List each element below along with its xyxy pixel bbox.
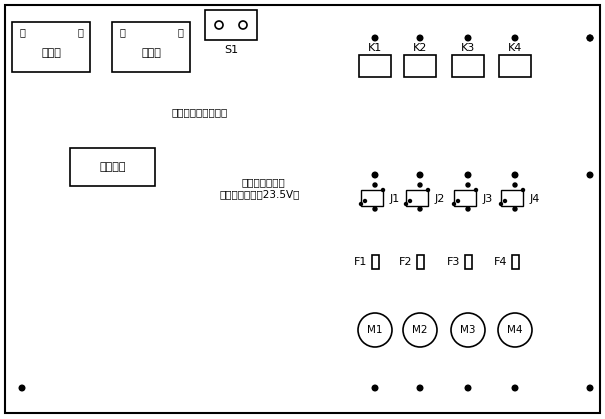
Bar	[416, 255, 423, 269]
Text: F1: F1	[354, 257, 367, 267]
Circle shape	[522, 189, 525, 191]
Bar	[359, 55, 391, 77]
Circle shape	[417, 385, 423, 391]
Circle shape	[427, 189, 430, 191]
Text: F3: F3	[446, 257, 460, 267]
Circle shape	[372, 172, 378, 178]
Bar	[70, 148, 155, 186]
Circle shape	[373, 207, 377, 211]
Circle shape	[466, 207, 470, 211]
Bar	[465, 255, 471, 269]
Bar	[406, 190, 428, 206]
Bar	[112, 22, 190, 72]
Text: （整车电压大于23.5V）: （整车电压大于23.5V）	[220, 189, 300, 199]
Circle shape	[418, 183, 422, 187]
Circle shape	[373, 183, 377, 187]
Text: ＋: ＋	[177, 27, 183, 37]
Circle shape	[358, 313, 392, 347]
Text: J3: J3	[483, 194, 493, 204]
Text: F2: F2	[399, 257, 412, 267]
Text: S1: S1	[224, 45, 238, 55]
Text: 蓄电池: 蓄电池	[41, 48, 61, 58]
Bar	[452, 55, 484, 77]
Text: K4: K4	[508, 43, 522, 53]
Text: F4: F4	[494, 257, 507, 267]
Circle shape	[417, 172, 423, 178]
Circle shape	[513, 183, 517, 187]
Bar	[454, 190, 476, 206]
Circle shape	[587, 172, 593, 178]
Circle shape	[512, 385, 518, 391]
Text: M1: M1	[367, 325, 383, 335]
Circle shape	[19, 385, 25, 391]
Circle shape	[466, 183, 470, 187]
Circle shape	[465, 172, 471, 178]
Bar	[205, 10, 257, 40]
Circle shape	[512, 172, 518, 178]
Text: J2: J2	[435, 194, 445, 204]
Text: M2: M2	[412, 325, 428, 335]
Text: 组合仪表: 组合仪表	[99, 162, 126, 172]
Bar	[404, 55, 436, 77]
Circle shape	[364, 199, 367, 202]
Circle shape	[418, 207, 422, 211]
Circle shape	[474, 189, 477, 191]
Bar	[12, 22, 90, 72]
Text: －: －	[19, 27, 25, 37]
Text: M4: M4	[507, 325, 523, 335]
Bar	[361, 190, 383, 206]
Bar	[371, 255, 379, 269]
Text: J4: J4	[530, 194, 540, 204]
Circle shape	[382, 189, 385, 191]
Circle shape	[498, 313, 532, 347]
Circle shape	[372, 385, 378, 391]
Circle shape	[453, 202, 456, 205]
Circle shape	[239, 21, 247, 29]
Circle shape	[465, 385, 471, 391]
Text: －: －	[119, 27, 125, 37]
Circle shape	[587, 385, 593, 391]
Circle shape	[457, 199, 460, 202]
Bar	[511, 255, 518, 269]
Circle shape	[215, 21, 223, 29]
Text: K2: K2	[413, 43, 427, 53]
Bar	[501, 190, 523, 206]
Circle shape	[403, 313, 437, 347]
Circle shape	[512, 35, 518, 41]
Text: K1: K1	[368, 43, 382, 53]
Circle shape	[503, 199, 506, 202]
Circle shape	[417, 35, 423, 41]
Circle shape	[372, 35, 378, 41]
Circle shape	[500, 202, 503, 205]
Circle shape	[405, 202, 408, 205]
Bar	[499, 55, 531, 77]
Circle shape	[587, 35, 593, 41]
Text: K3: K3	[461, 43, 475, 53]
Circle shape	[513, 207, 517, 211]
Text: 控制器输出电源: 控制器输出电源	[241, 177, 285, 187]
Text: J1: J1	[390, 194, 400, 204]
Text: ＋: ＋	[77, 27, 83, 37]
Circle shape	[465, 35, 471, 41]
Text: M3: M3	[460, 325, 476, 335]
Circle shape	[359, 202, 362, 205]
Circle shape	[451, 313, 485, 347]
Text: 蓄电池电压监测信号: 蓄电池电压监测信号	[172, 107, 228, 117]
Circle shape	[408, 199, 411, 202]
Circle shape	[587, 35, 593, 41]
Text: 蓄电池: 蓄电池	[141, 48, 161, 58]
